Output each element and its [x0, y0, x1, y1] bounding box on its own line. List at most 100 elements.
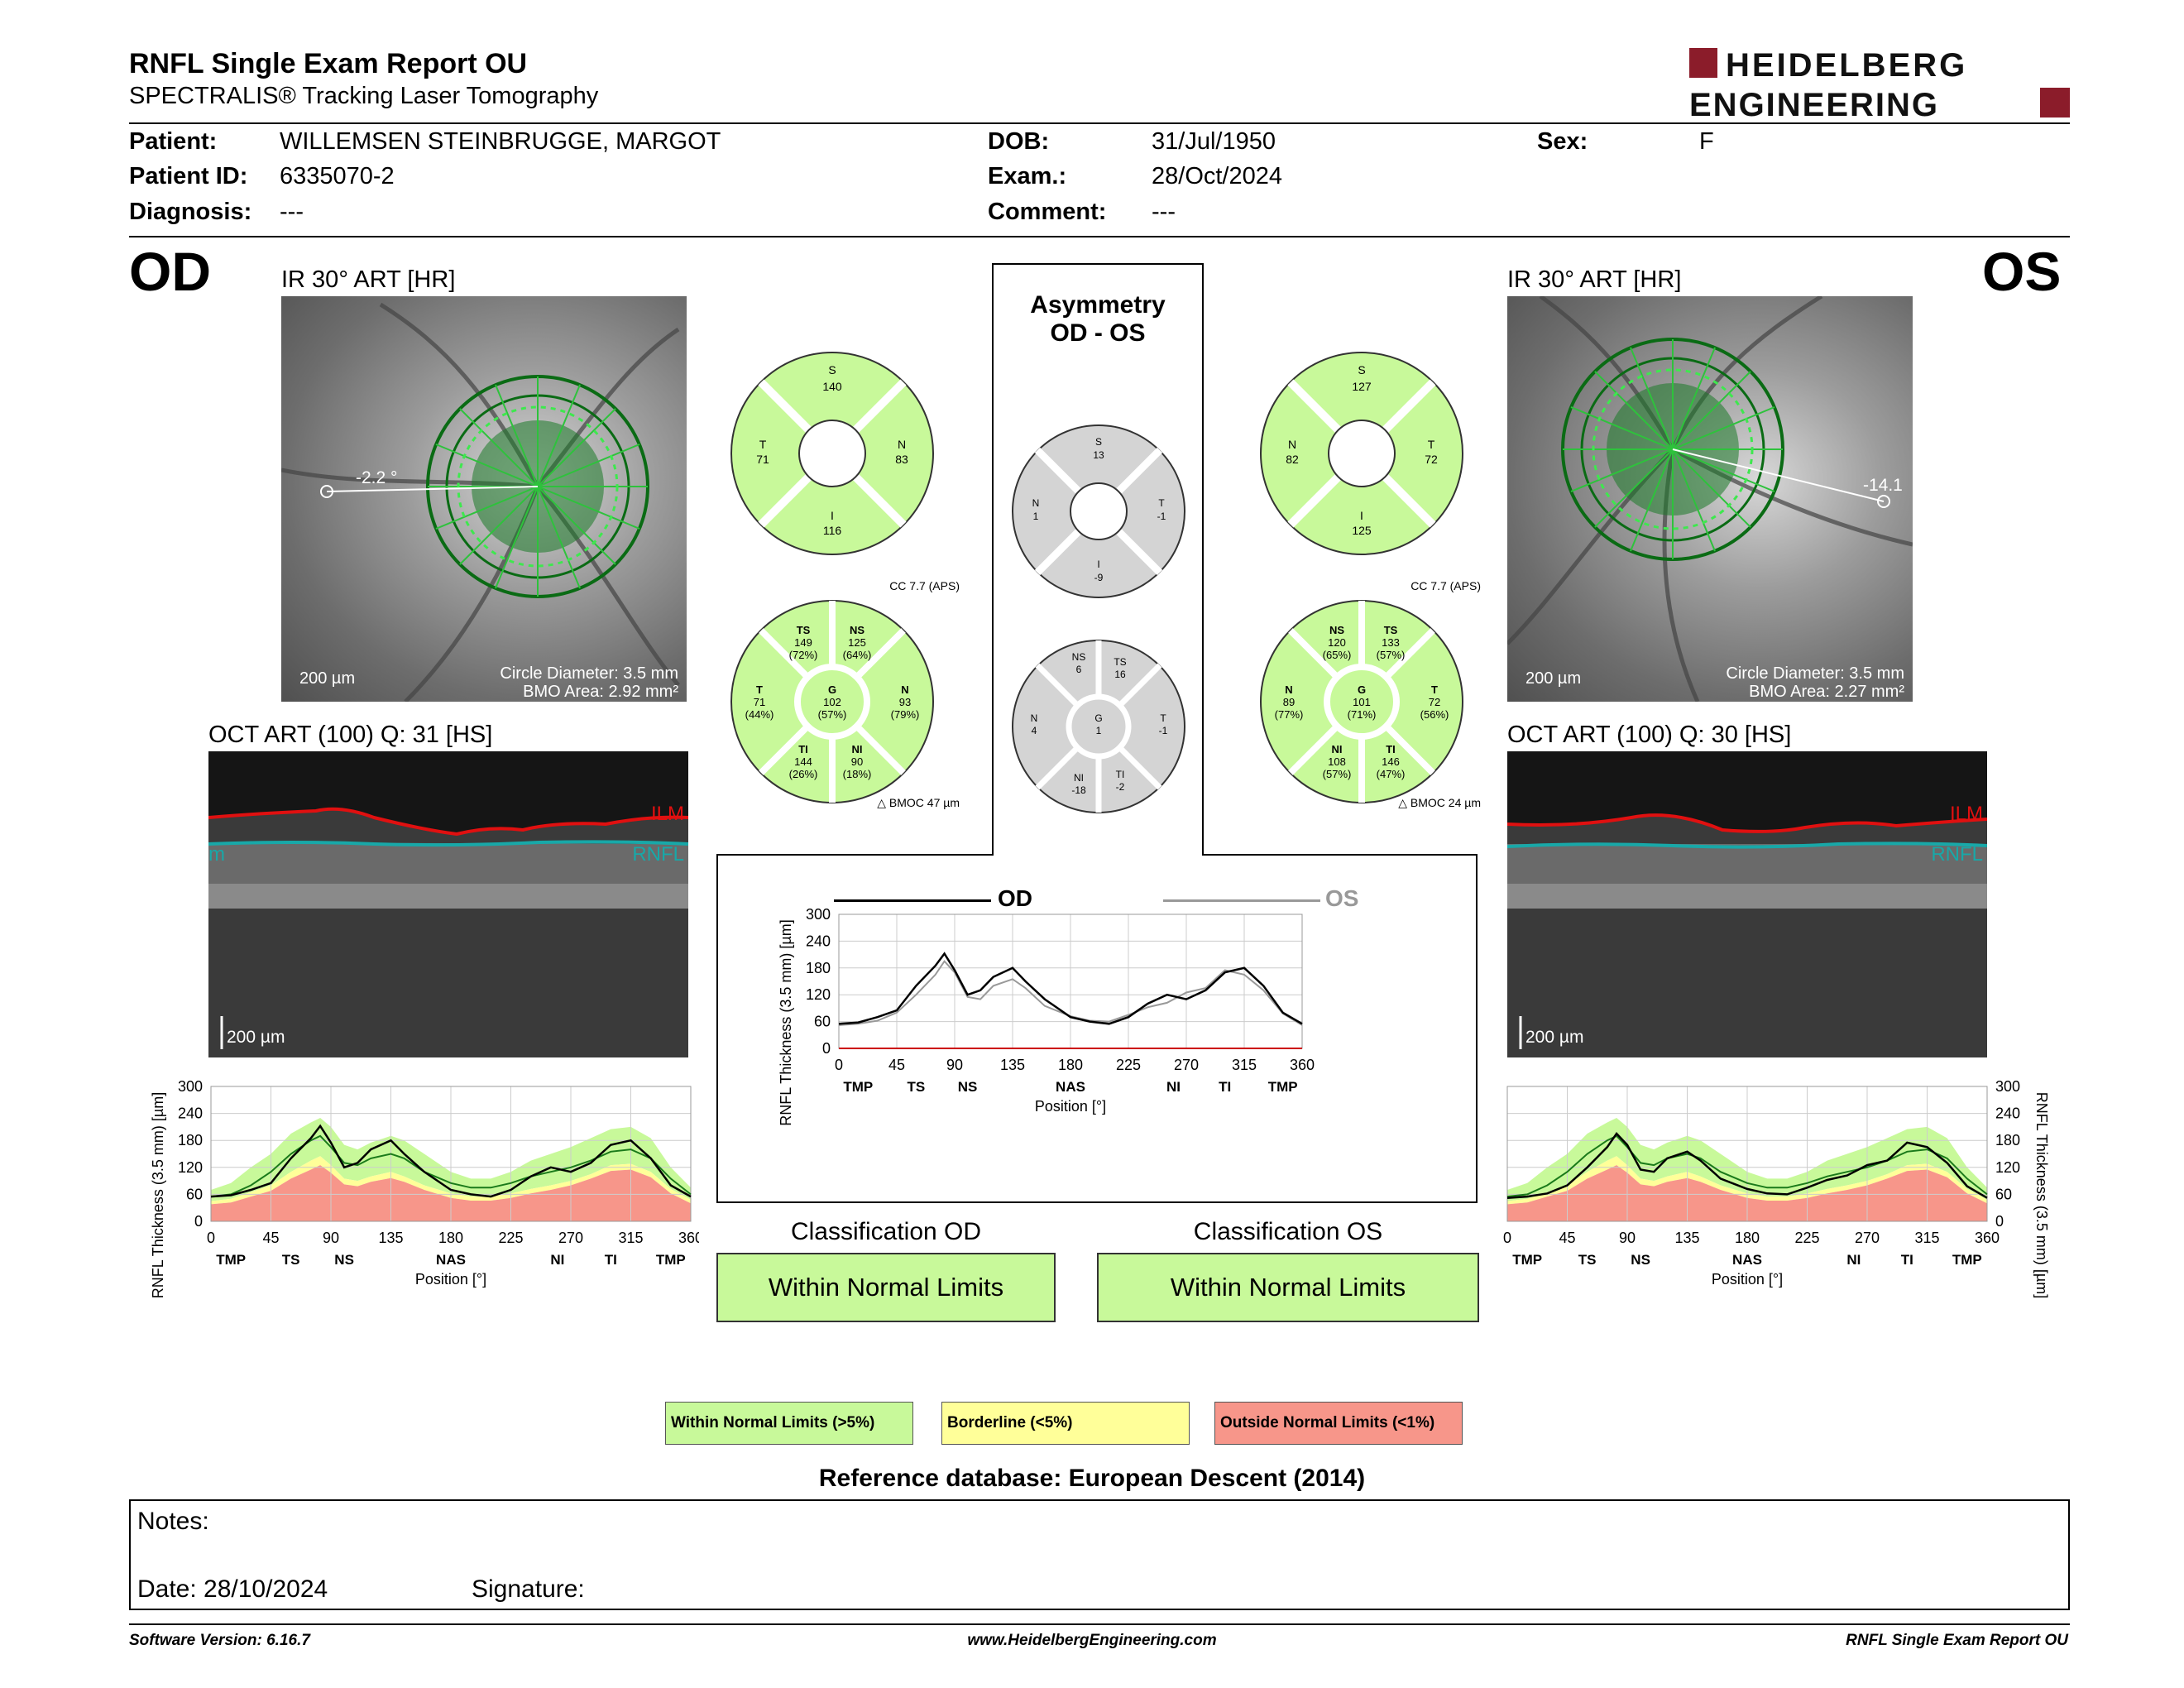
os-chart-x-tick: 0 — [1503, 1230, 1511, 1246]
os-sec-ti-pct: (47%) — [1377, 768, 1406, 780]
od-quad-i-value: 116 — [823, 524, 842, 537]
notes-label: Notes: — [137, 1508, 209, 1535]
report-subtitle: SPECTRALIS® Tracking Laser Tomography — [129, 83, 599, 109]
asymmetry-title: Asymmetry OD - OS — [994, 291, 1201, 348]
os-chart-x-label: Position [°] — [1712, 1271, 1783, 1288]
os-sec-ts-name: TS — [1384, 624, 1398, 636]
os-chart-plot-frame — [1506, 1086, 1988, 1222]
reference-database: Reference database: European Descent (20… — [818, 1465, 1366, 1492]
od-chart-y-tick: 240 — [178, 1105, 203, 1122]
os-sec-ni-pct: (57%) — [1323, 768, 1352, 780]
comment-label: Comment: — [988, 199, 1107, 225]
asymmetry-thickness-chart: 0 60 120 180 240 300 0 45 90 135 180 225 270 315 360 TM… — [778, 906, 1315, 1126]
od-sec-ns-value: 125 — [848, 636, 866, 649]
os-chart-sector-label: TI — [1901, 1252, 1913, 1268]
od-oct-image: ILM RNFL m 200 µm — [208, 751, 689, 1057]
os-oct-image: ILM RNFL 200 µm — [1506, 751, 1988, 1057]
asym-chart-y-tick: 300 — [806, 906, 831, 923]
diagnosis-label: Diagnosis: — [129, 199, 252, 225]
od-chart-x-tick: 45 — [262, 1230, 279, 1246]
os-chart-x-tick: 180 — [1735, 1230, 1760, 1246]
asym-quad-s-label: S — [1095, 436, 1102, 448]
od-sec-ns-name: NS — [850, 624, 864, 636]
os-sec-ti-value: 146 — [1382, 755, 1400, 768]
patient-rule — [129, 236, 2070, 237]
asym-sec-t-value: -1 — [1159, 725, 1168, 736]
patient-id-label: Patient ID: — [129, 163, 248, 189]
os-ilm-label: ILM — [1950, 803, 1983, 825]
asym-sec-ts-name: TS — [1114, 656, 1126, 668]
date-label: Date: 28/10/2024 — [137, 1575, 328, 1603]
od-chart-x-label: Position [°] — [415, 1271, 486, 1288]
od-rnfl-label: RNFL — [632, 843, 684, 866]
os-rnfl-label: RNFL — [1931, 843, 1983, 866]
notes-box: Notes: Date: 28/10/2024 Signature: — [129, 1499, 2070, 1610]
asym-chart-y-tick: 60 — [814, 1014, 831, 1030]
asym-sec-n-value: 4 — [1032, 725, 1037, 736]
asym-quad-t-value: -1 — [1157, 511, 1166, 522]
asym-quad-i-value: -9 — [1094, 572, 1104, 583]
sex-label: Sex: — [1537, 128, 1588, 155]
os-chart-x-tick: 45 — [1559, 1230, 1575, 1246]
asym-chart-x-tick: 180 — [1058, 1057, 1083, 1073]
asym-chart-x-tick: 270 — [1174, 1057, 1199, 1073]
exam-value: 28/Oct/2024 — [1152, 163, 1282, 189]
asym-sec-ns-name: NS — [1072, 651, 1086, 663]
os-chart-sector-label: NI — [1846, 1252, 1861, 1268]
od-eye-label: OD — [129, 241, 211, 302]
os-chart-x-tick: 90 — [1619, 1230, 1636, 1246]
od-quad-s-value: 140 — [822, 380, 842, 393]
od-cc-label: CC 7.7 (APS) — [889, 579, 960, 592]
os-sec-t-name: T — [1431, 683, 1438, 696]
asym-sec-t-name: T — [1160, 712, 1166, 724]
os-chart-sector-label: TMP — [1512, 1252, 1542, 1268]
od-sector-chart: TS 149 (72%) NS 125 (64%) T 71 (44%) G 1… — [730, 600, 934, 803]
asym-chart-sector-label: NI — [1166, 1079, 1181, 1095]
asymmetry-frame — [716, 263, 1478, 1203]
os-quad-s-value: 127 — [1352, 380, 1372, 393]
asymmetry-quadrant-chart: S13 N 1 T -1 I -9 — [1012, 424, 1185, 598]
os-chart-y-tick: 120 — [1995, 1159, 2020, 1176]
od-sec-n-value: 93 — [899, 696, 911, 708]
os-sec-ns-name: NS — [1329, 624, 1344, 636]
asymmetry-title-line2: OD - OS — [1050, 319, 1146, 347]
od-sec-ns-pct: (64%) — [843, 649, 872, 661]
od-sec-ti-value: 144 — [794, 755, 812, 768]
os-sec-ts-value: 133 — [1382, 636, 1400, 649]
od-chart-sector-label: NAS — [436, 1252, 466, 1268]
os-chart-x-tick: 135 — [1674, 1230, 1699, 1246]
os-chart-y-tick: 180 — [1995, 1132, 2020, 1149]
brand-line-1: HEIDELBERG — [1726, 47, 1967, 84]
os-sec-n-pct: (77%) — [1275, 708, 1304, 721]
os-chart-sector-label: TS — [1578, 1252, 1597, 1268]
asym-sec-ti-name: TI — [1116, 769, 1125, 780]
od-sec-ts-value: 149 — [794, 636, 812, 649]
od-classification-title: Classification OD — [790, 1218, 982, 1245]
asym-quad-n-value: 1 — [1033, 511, 1039, 522]
od-sec-t-name: T — [756, 683, 763, 696]
os-quad-s-label: S — [1358, 363, 1365, 376]
os-bmo-area: BMO Area: 2.27 mm² — [1749, 683, 1904, 701]
od-sec-ti-pct: (26%) — [789, 768, 818, 780]
os-chart-sector-label: TMP — [1952, 1252, 1982, 1268]
asym-chart-x-label: Position [°] — [1035, 1098, 1106, 1115]
od-circle-diameter: Circle Diameter: 3.5 mm — [500, 664, 678, 683]
os-classification-title: Classification OS — [1193, 1218, 1383, 1245]
os-sec-ti-name: TI — [1386, 743, 1396, 755]
od-quad-t-value: 71 — [756, 453, 769, 466]
os-oct-scale-label: 200 µm — [1525, 1028, 1583, 1047]
asym-quad-t-label: T — [1158, 497, 1165, 509]
asym-chart-sector-label: TMP — [1268, 1079, 1298, 1095]
od-sec-ts-name: TS — [797, 624, 811, 636]
od-chart-y-tick: 300 — [178, 1078, 203, 1095]
asym-sec-g-name: G — [1094, 712, 1102, 724]
os-fundus-image: -14.1 200 µm Circle Diameter: 3.5 mm BMO… — [1506, 294, 1913, 703]
od-chart-sector-label: NS — [334, 1252, 354, 1268]
od-sec-ni-pct: (18%) — [843, 768, 872, 780]
sex-value: F — [1699, 128, 1714, 155]
os-sec-g-name: G — [1358, 683, 1366, 696]
os-quad-t-value: 72 — [1425, 453, 1438, 466]
os-sec-ni-value: 108 — [1328, 755, 1346, 768]
os-sec-t-value: 72 — [1429, 696, 1440, 708]
